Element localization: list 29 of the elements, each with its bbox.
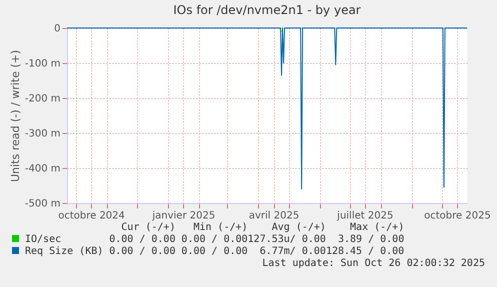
text: Last update: Sun Oct 26 02:00:32 2025 <box>262 258 485 269</box>
y-tick-label: 0 <box>54 24 60 34</box>
y-tick-label: -400 m <box>24 164 60 174</box>
y-axis-title: Units read (-) / write (+) <box>8 50 22 182</box>
text: 127.53u/ 0.00 <box>248 234 326 246</box>
y-tick-label: -200 m <box>24 94 60 104</box>
text: Max (-/+) <box>349 222 404 234</box>
text: 3.89 / 0.00 <box>336 234 404 246</box>
text: Cur (-/+) <box>120 222 176 234</box>
y-tick-label: -300 m <box>24 128 60 140</box>
y-tick-label: -500 m <box>24 198 60 210</box>
text: 128.45 / 0.00 <box>326 246 404 258</box>
text: 0.00 / 0.00 <box>108 246 176 258</box>
text: 6.77m/ 0.00 <box>258 246 326 258</box>
chart-title: IOs for /dev/nvme2n1 - by year <box>173 3 361 17</box>
legend-label: Req Size (KB) <box>24 246 104 258</box>
text: 0.00 / 0.00 <box>180 246 248 258</box>
x-tick-label: octobre 2025 <box>424 210 491 222</box>
text: 0.00 / 0.00 <box>180 234 248 246</box>
x-tick-label: octobre 2024 <box>58 210 125 222</box>
x-tick-label: janvier 2025 <box>151 210 216 222</box>
x-tick-label: avril 2025 <box>248 210 300 222</box>
text: Min (-/+) <box>192 222 248 234</box>
text: 0.00 / 0.00 <box>108 234 176 246</box>
line-series <box>66 28 468 190</box>
x-tick-label: juillet 2025 <box>336 210 394 222</box>
y-tick-label: -100 m <box>24 58 60 70</box>
text: Avg (-/+) <box>270 222 326 234</box>
legend-label: IO/sec <box>24 234 62 246</box>
